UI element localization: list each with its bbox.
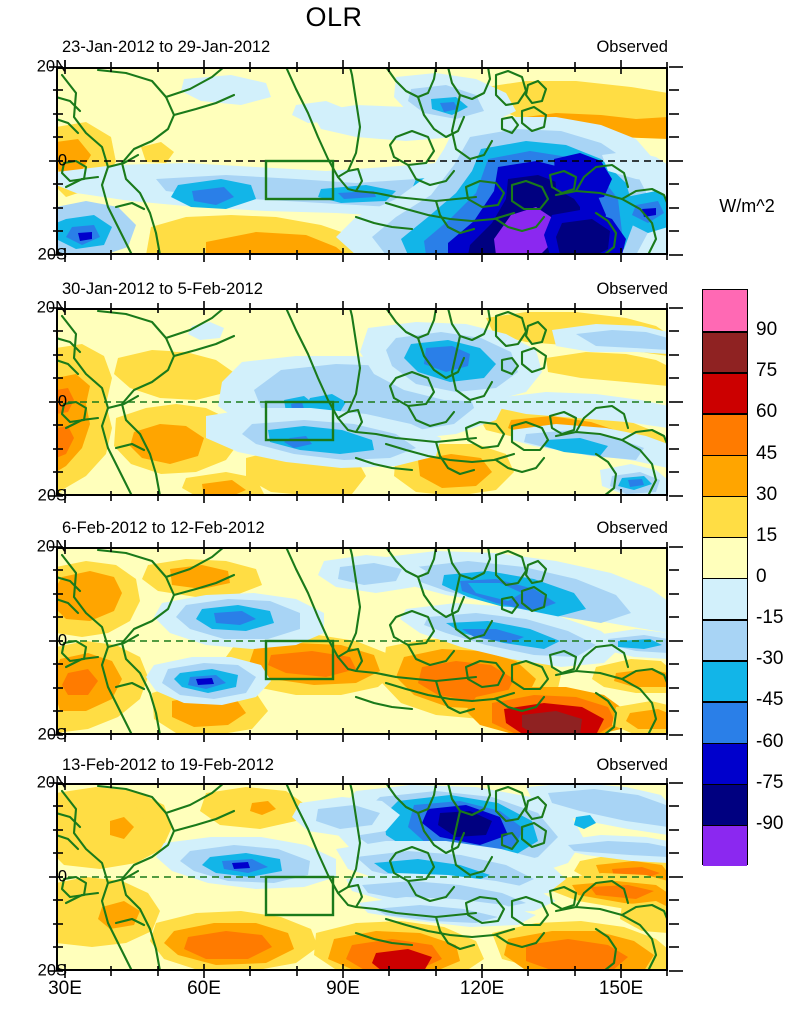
colorbar-band-2 <box>703 372 747 414</box>
colorbar-band-0 <box>703 290 747 332</box>
colorbar-band-8 <box>703 619 747 661</box>
colorbar-separator-12 <box>703 783 747 786</box>
colorbar-separator-7 <box>703 578 747 580</box>
colorbar-tick--60: -60 <box>756 730 784 752</box>
colorbar-band-6 <box>703 536 747 578</box>
colorbar-separator-9 <box>703 660 747 662</box>
map-panel-2[interactable] <box>56 308 668 496</box>
panel-1-ylabel-20N: 20N <box>36 57 67 76</box>
panel-4-ylabel-20N: 20N <box>36 773 67 792</box>
panel-3-ylabel-20S: 20S <box>37 725 67 744</box>
colorbar-tick-30: 30 <box>756 483 778 505</box>
panel-3-date-label: 6-Feb-2012 to 12-Feb-2012 <box>62 519 265 537</box>
colorbar-separator-8 <box>703 619 747 621</box>
colorbar-tick-75: 75 <box>756 360 778 382</box>
panel-4-contours <box>56 783 668 971</box>
panel-2-ylabel-0: 0 <box>57 392 67 411</box>
panel-2-ylabel-20N: 20N <box>36 298 67 317</box>
colorbar-separator-11 <box>703 742 747 744</box>
colorbar-units-label: W/m^2 <box>719 196 775 216</box>
colorbar-tick-0: 0 <box>756 566 767 587</box>
colorbar-tick--90: -90 <box>756 812 784 834</box>
panel-1-ylabel-0: 0 <box>57 151 67 170</box>
xaxis-label-60E: 60E <box>187 978 221 999</box>
colorbar-tick-45: 45 <box>756 442 778 464</box>
panel-2-source-label: Observed <box>596 280 668 298</box>
colorbar-separator-2 <box>703 372 747 374</box>
xaxis-label-120E: 120E <box>459 978 505 999</box>
xaxis-label-150E: 150E <box>598 978 644 999</box>
colorbar-band-4 <box>703 454 747 496</box>
map-panel-1[interactable] <box>56 67 668 255</box>
colorbar-separator-1 <box>703 331 747 333</box>
panel-2-contours <box>56 308 668 496</box>
panel-1-source-label: Observed <box>596 38 668 56</box>
colorbar-separator-5 <box>703 495 747 498</box>
panel-4-frame <box>56 783 668 971</box>
colorbar-tick--30: -30 <box>756 648 784 670</box>
panel-4-date-label: 13-Feb-2012 to 19-Feb-2012 <box>62 756 274 774</box>
panel-3-contours <box>56 547 668 735</box>
colorbar-separator-13 <box>703 824 747 827</box>
colorbar-band-5 <box>703 495 747 537</box>
colorbar-band-11 <box>703 742 747 784</box>
panel-1-contours <box>56 67 668 255</box>
panel-3-ylabel-20N: 20N <box>36 537 67 556</box>
colorbar-tick-90: 90 <box>756 319 778 341</box>
colorbar-tick--15: -15 <box>756 607 784 629</box>
xaxis-label-30E: 30E <box>48 978 82 999</box>
colorbar-separator-4 <box>703 454 747 456</box>
panel-1-frame <box>56 67 668 255</box>
panel-3-frame <box>56 547 668 735</box>
map-panel-4[interactable] <box>56 783 668 971</box>
panel-4-ylabel-0: 0 <box>57 867 67 886</box>
colorbar-tick--75: -75 <box>756 771 784 793</box>
colorbar-tick-60: 60 <box>756 401 778 423</box>
colorbar-separator-6 <box>703 536 747 539</box>
panel-1-ylabel-20S: 20S <box>37 245 67 264</box>
panel-2-frame <box>56 308 668 496</box>
colorbar-tick-15: 15 <box>756 524 778 546</box>
map-panel-3[interactable] <box>56 547 668 735</box>
colorbar-band-3 <box>703 413 747 455</box>
panel-3-source-label: Observed <box>596 519 668 537</box>
colorbar-band-10 <box>703 701 747 743</box>
panel-3-ylabel-0: 0 <box>57 631 67 650</box>
xaxis-label-90E: 90E <box>326 978 360 999</box>
panel-2-date-label: 30-Jan-2012 to 5-Feb-2012 <box>62 280 263 298</box>
colorbar-separator-3 <box>703 413 747 415</box>
colorbar-band-12 <box>703 783 747 825</box>
panel-4-source-label: Observed <box>596 756 668 774</box>
panel-1-date-label: 23-Jan-2012 to 29-Jan-2012 <box>62 38 271 56</box>
colorbar-tick--45: -45 <box>756 689 784 711</box>
colorbar-band-13 <box>703 824 747 866</box>
colorbar-band-9 <box>703 660 747 702</box>
colorbar-separator-10 <box>703 701 747 703</box>
colorbar-band-7 <box>703 578 747 620</box>
page-title: OLR <box>305 2 363 32</box>
colorbar[interactable] <box>702 289 748 866</box>
panel-2-ylabel-20S: 20S <box>37 486 67 505</box>
colorbar-band-1 <box>703 331 747 373</box>
